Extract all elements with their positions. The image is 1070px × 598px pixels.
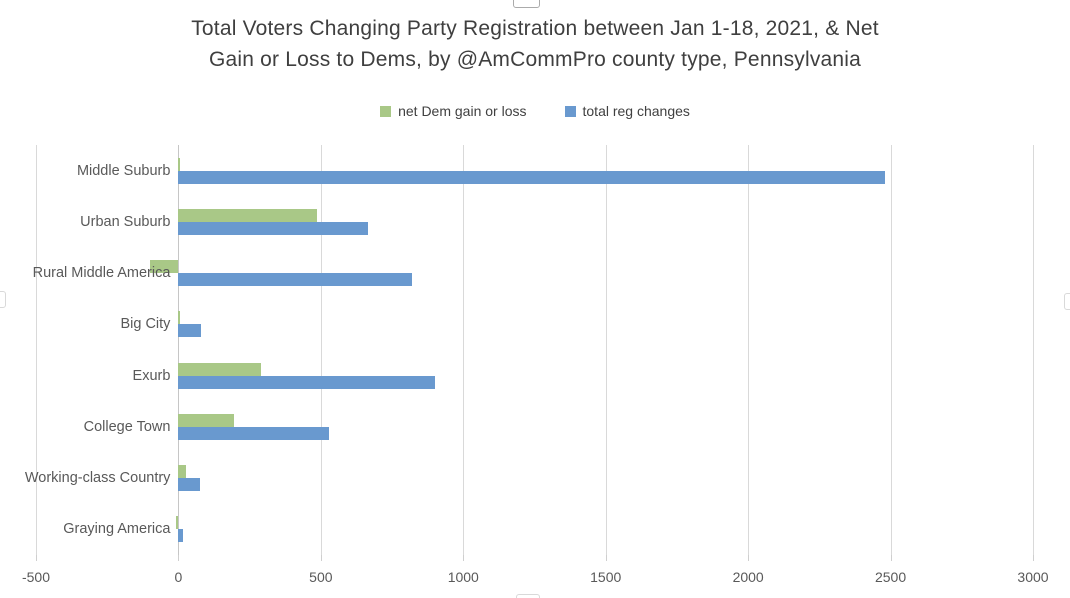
x-axis-label-1000: 1000 bbox=[447, 569, 479, 585]
bar-net-dem-gain-or-loss-big-city[interactable] bbox=[178, 311, 180, 325]
category-label-urban-suburb: Urban Suburb bbox=[80, 213, 171, 230]
legend-item-net-dem[interactable]: net Dem gain or loss bbox=[380, 103, 527, 119]
gridline bbox=[605, 145, 607, 555]
gridline bbox=[748, 145, 750, 555]
bar-total-reg-changes-college-town[interactable] bbox=[178, 426, 330, 440]
chart-title-line-1: Total Voters Changing Party Registration… bbox=[191, 17, 879, 40]
x-axis-label-0: 0 bbox=[174, 569, 183, 585]
x-axis-tick bbox=[463, 555, 465, 561]
bar-net-dem-gain-or-loss-rural-middle-america[interactable] bbox=[149, 260, 179, 274]
x-axis-tick bbox=[178, 555, 180, 561]
x-axis-tick bbox=[748, 555, 750, 561]
category-label-working-class-country: Working-class Country bbox=[24, 470, 171, 487]
bar-net-dem-gain-or-loss-college-town[interactable] bbox=[178, 413, 234, 427]
resize-handle-right[interactable] bbox=[1064, 293, 1070, 310]
zero-axis-line bbox=[178, 145, 180, 555]
gridline bbox=[890, 145, 892, 555]
legend-swatch-blue-icon bbox=[564, 105, 576, 117]
resize-handle-top[interactable] bbox=[513, 0, 540, 8]
plot-area[interactable] bbox=[36, 145, 1034, 561]
legend-label-net-dem: net Dem gain or loss bbox=[398, 103, 527, 119]
category-label-graying-america: Graying America bbox=[63, 521, 171, 538]
gridline bbox=[463, 145, 465, 555]
gridline bbox=[1033, 145, 1034, 555]
x-axis-label-2000: 2000 bbox=[732, 569, 764, 585]
gridline bbox=[36, 145, 37, 555]
bar-total-reg-changes-urban-suburb[interactable] bbox=[178, 221, 368, 235]
category-label-middle-suburb: Middle Suburb bbox=[76, 162, 171, 179]
legend-label-total-reg: total reg changes bbox=[582, 103, 690, 119]
chart-title-line-2: Gain or Loss to Dems, by @AmCommPro coun… bbox=[208, 48, 862, 71]
category-label-college-town: College Town bbox=[83, 418, 171, 435]
bar-total-reg-changes-rural-middle-america[interactable] bbox=[178, 273, 412, 287]
gridline bbox=[320, 145, 322, 555]
bar-net-dem-gain-or-loss-middle-suburb[interactable] bbox=[178, 157, 180, 171]
bar-net-dem-gain-or-loss-graying-america[interactable] bbox=[176, 516, 179, 530]
bar-net-dem-gain-or-loss-exurb[interactable] bbox=[178, 362, 262, 376]
x-axis-tick bbox=[605, 555, 607, 561]
chart-title[interactable]: Total Voters Changing Party Registration… bbox=[0, 13, 1070, 75]
x-axis-tick bbox=[890, 555, 892, 561]
category-label-exurb: Exurb bbox=[132, 367, 171, 384]
bar-total-reg-changes-exurb[interactable] bbox=[178, 375, 435, 389]
x-axis-label-3000: 3000 bbox=[1017, 569, 1049, 585]
legend-item-total-reg[interactable]: total reg changes bbox=[564, 103, 690, 119]
x-axis-tick bbox=[36, 555, 37, 561]
x-axis-label-2500: 2500 bbox=[874, 569, 907, 585]
bar-total-reg-changes-graying-america[interactable] bbox=[178, 529, 183, 543]
bar-net-dem-gain-or-loss-urban-suburb[interactable] bbox=[178, 208, 317, 222]
bar-total-reg-changes-big-city[interactable] bbox=[178, 324, 202, 338]
x-axis-tick bbox=[320, 555, 322, 561]
x-axis-label-500: 500 bbox=[309, 569, 333, 585]
resize-handle-left[interactable] bbox=[0, 291, 6, 308]
category-label-big-city: Big City bbox=[120, 316, 171, 333]
legend: net Dem gain or loss total reg changes bbox=[0, 103, 1070, 119]
bar-total-reg-changes-middle-suburb[interactable] bbox=[178, 170, 885, 184]
legend-swatch-green-icon bbox=[380, 105, 392, 117]
x-axis-tick bbox=[1033, 555, 1034, 561]
resize-handle-bottom[interactable] bbox=[516, 594, 540, 598]
bar-net-dem-gain-or-loss-working-class-country[interactable] bbox=[178, 465, 186, 479]
x-axis-label-1500: 1500 bbox=[590, 569, 622, 585]
x-axis-label--500: -500 bbox=[21, 569, 51, 585]
bar-total-reg-changes-working-class-country[interactable] bbox=[178, 478, 200, 492]
category-label-rural-middle-america: Rural Middle America bbox=[32, 265, 171, 282]
